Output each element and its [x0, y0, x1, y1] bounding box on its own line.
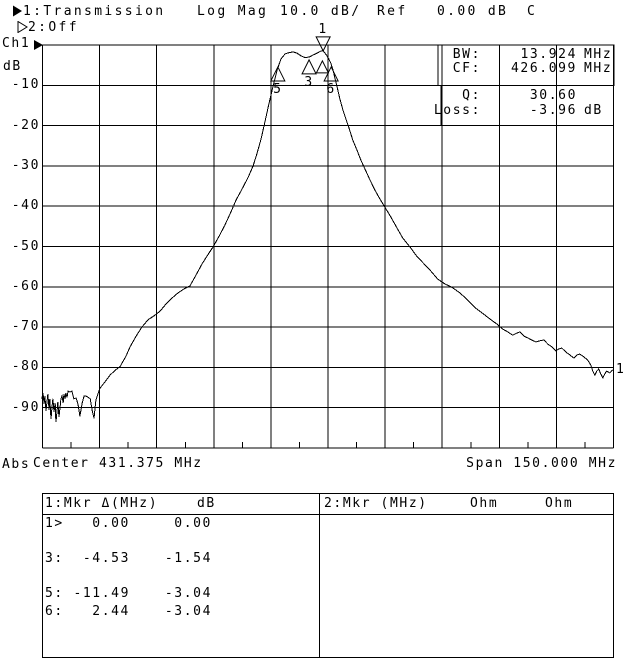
marker-table-ch1-title: 1:Mkr Δ(MHz) [45, 496, 159, 511]
marker-table-ch1-unit: dB [197, 496, 216, 511]
marker-3-label: 3 [304, 74, 314, 90]
channel-1-label: 1:Transmission [23, 4, 166, 19]
y-tick-label: -90 [11, 399, 40, 415]
marker-row-db: -1.54 [164, 551, 212, 566]
channel-1-active-icon [13, 5, 22, 17]
marker-row-id: 6: [45, 603, 64, 619]
scale-per-div: 10.0 dB/ [280, 4, 362, 19]
marker-table-ch2-col2: Ohm [545, 496, 574, 511]
marker-table-ch2-header: 2:Mkr (MHz) Ohm Ohm [320, 494, 613, 515]
channel-2-inactive-icon [17, 21, 28, 33]
cf-value: 426.099 [511, 61, 577, 76]
loss-unit: dB [584, 103, 603, 118]
marker-row-db: 0.00 [174, 516, 212, 531]
marker-table-ch1-header: 1:Mkr Δ(MHz) dB [43, 494, 319, 515]
y-axis-channel: Ch1 [2, 36, 31, 51]
marker-6-icon [323, 65, 339, 82]
loss-label: Loss: [433, 103, 481, 118]
y-tick-label: -10 [11, 77, 40, 93]
channel-2-label: 2:Off [28, 20, 79, 35]
y-tick-label: -20 [11, 117, 40, 133]
marker-row-mhz: 0.00 [92, 516, 130, 531]
marker-row-db: -3.04 [164, 603, 212, 619]
y-tick-label: -70 [11, 319, 40, 335]
ref-value: 0.00 dB [437, 4, 509, 19]
marker-row-id: 1> [45, 516, 64, 531]
bw-label: BW: [452, 47, 481, 62]
marker-row-mhz: -11.49 [73, 586, 130, 601]
delta-ref-marker-icon [315, 59, 330, 74]
y-tick-label: -80 [11, 359, 40, 375]
y-axis-mode: Abs [2, 457, 31, 472]
marker-row-id: 5: [45, 586, 64, 601]
marker-1-label: 1 [318, 21, 328, 37]
marker-5-icon [270, 65, 286, 82]
y-tick-label: -40 [11, 198, 40, 214]
bw-unit: MHz [584, 47, 613, 62]
marker-table-ch2-title: 2:Mkr (MHz) [324, 496, 428, 511]
marker-1-icon [315, 36, 331, 52]
marker-table-ch2-col1: Ohm [470, 496, 499, 511]
y-tick-label: -50 [11, 238, 40, 254]
cf-unit: MHz [584, 61, 613, 76]
bw-value: 13.924 [520, 47, 577, 62]
marker-row-mhz: -4.53 [82, 551, 130, 566]
y-tick-label: -30 [11, 157, 40, 173]
span-label: Span 150.000 MHz [466, 456, 617, 471]
marker-table-ch1: 1:Mkr Δ(MHz) dB 1> 0.00 0.00 3: -4.53 -1.54 5:… [42, 493, 320, 658]
marker-table-ch2: 2:Mkr (MHz) Ohm Ohm [320, 493, 614, 658]
cal-indicator: C [527, 4, 538, 19]
ref-level-icon [34, 40, 43, 50]
marker-3-icon [301, 58, 317, 75]
y-tick-label: -60 [11, 278, 40, 294]
format-label: Log Mag [197, 4, 269, 19]
q-loss-box [440, 84, 614, 127]
trace-ch1 [41, 50, 614, 423]
marker-row-id: 3: [45, 551, 64, 566]
q-value: 30.60 [529, 88, 577, 103]
marker-5-label: 5 [273, 81, 283, 97]
center-frequency-label: Center 431.375 MHz [33, 456, 203, 471]
marker-row-mhz: 2.44 [92, 603, 130, 619]
loss-value: -3.96 [529, 103, 577, 118]
ref-label: Ref [377, 4, 408, 19]
y-axis-unit: dB [3, 59, 22, 74]
q-label: Q: [462, 88, 481, 103]
marker-6-label: 6 [326, 81, 336, 97]
cf-label: CF: [452, 61, 481, 76]
marker-row-db: -3.04 [164, 586, 212, 601]
trace-number-label: 1 [616, 362, 626, 377]
